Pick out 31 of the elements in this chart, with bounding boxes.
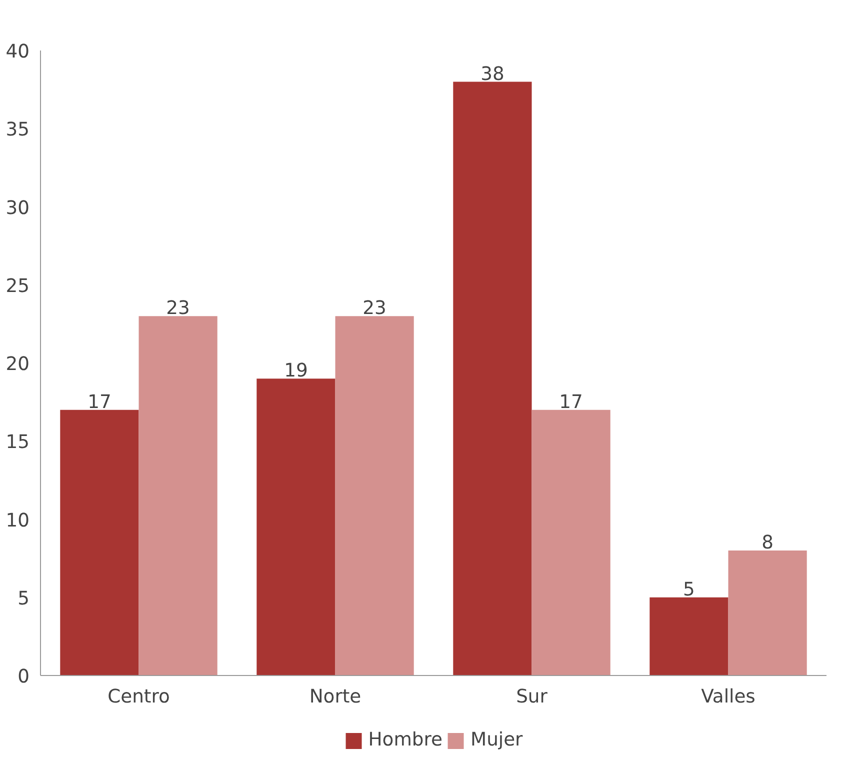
y-tick-label: 0 <box>18 666 30 688</box>
y-tick-label: 25 <box>6 276 30 297</box>
legend-label: Mujer <box>470 730 523 750</box>
data-label: 19 <box>284 360 308 382</box>
y-tick-label: 35 <box>6 120 30 141</box>
y-tick-label: 5 <box>18 588 30 610</box>
data-label: 38 <box>480 64 504 85</box>
x-tick-label: Sur <box>516 686 548 708</box>
data-label: 5 <box>683 579 695 600</box>
y-tick-label: 20 <box>6 354 30 375</box>
bar <box>728 550 807 676</box>
y-tick-label: 15 <box>6 432 30 454</box>
legend-label: Hombre <box>368 730 442 750</box>
bar <box>650 597 728 676</box>
data-label: 23 <box>166 298 190 320</box>
y-tick-label: 10 <box>6 510 30 532</box>
y-tick-label: 40 <box>6 42 30 62</box>
bar <box>453 82 532 676</box>
y-tick-label: 30 <box>6 198 30 219</box>
bar <box>335 316 414 676</box>
x-tick-label: Valles <box>701 686 756 708</box>
data-label: 8 <box>762 532 774 554</box>
x-tick-label: Norte <box>309 686 362 708</box>
data-label: 17 <box>559 392 583 413</box>
data-label: 23 <box>362 298 386 320</box>
bar <box>532 410 610 676</box>
bar <box>60 410 139 676</box>
data-label: 17 <box>88 392 112 413</box>
x-tick-label: Centro <box>108 686 170 708</box>
bar <box>256 378 336 676</box>
bar <box>138 316 218 676</box>
